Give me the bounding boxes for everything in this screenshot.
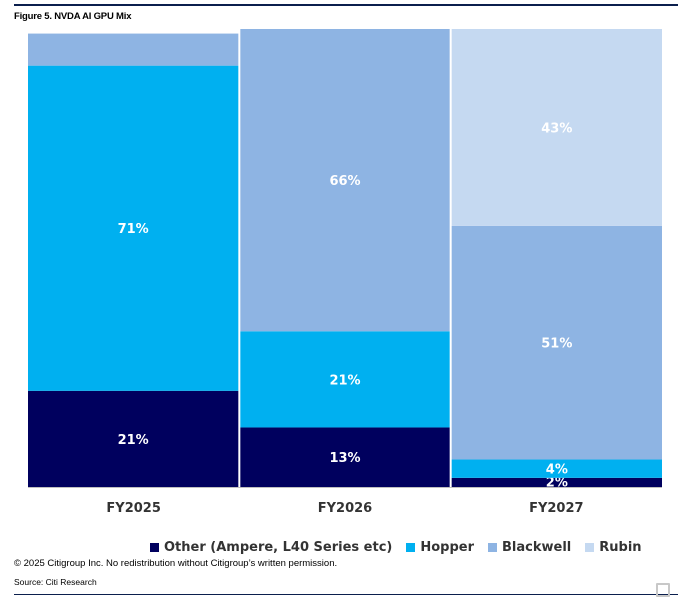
legend-label-rubin: Rubin [599,540,642,555]
bar-fy2027-hopper [451,459,662,478]
stacked-bar-chart: 21% 71% FY2025 13% 21% 66% FY2026 2%4% 51% 43% FY2… [28,29,662,516]
bottom-rule [14,594,678,595]
data-label-fy2026-hopper: 21% [329,373,360,388]
legend: Other (Ampere, L40 Series etc) Hopper Bl… [150,540,656,555]
data-label-fy2027-rubin: 43% [541,121,572,136]
legend-label-hopper: Hopper [420,540,475,555]
bar-fy2025-hopper [28,65,239,391]
legend-swatch-blackwell [488,543,498,552]
corner-logo-icon [656,583,670,597]
bar-fy2027-blackwell [451,225,662,460]
bar-fy2026-other [240,427,450,487]
x-tick-label-fy2026: FY2026 [318,501,372,516]
legend-swatch-hopper [406,543,416,552]
bar-fy2027-other [451,477,662,487]
data-label-fy2027-hopper: 4% [546,463,568,478]
legend-item-other: Other (Ampere, L40 Series etc) [150,540,392,555]
data-label-fy2027-other: 2% [546,475,568,490]
legend-item-hopper: Hopper [406,540,474,555]
data-label-fy2026-other: 13% [329,451,360,466]
data-label-fy2025-hopper: 71% [118,222,149,237]
data-label-fy2026-blackwell: 66% [329,174,360,189]
x-tick-label-fy2025: FY2025 [106,501,160,516]
bar-fy2026-hopper [240,331,450,428]
data-label-fy2025-other: 21% [118,433,149,448]
data-label-fy2027-blackwell: 51% [541,337,572,352]
x-tick-label-fy2027: FY2027 [529,501,583,516]
top-rule [14,4,678,6]
legend-item-blackwell: Blackwell [488,540,571,555]
bar-fy2027-rubin [451,29,662,226]
legend-label-blackwell: Blackwell [502,540,572,555]
legend-swatch-rubin [585,543,595,552]
bar-fy2026-blackwell [240,29,450,332]
copyright-text: © 2025 Citigroup Inc. No redistribution … [14,558,338,569]
bar-fy2025-blackwell [28,33,239,66]
legend-item-rubin: Rubin [585,540,642,555]
bar-fy2025-other [28,390,239,487]
legend-swatch-other [150,543,159,552]
legend-label-other: Other (Ampere, L40 Series etc) [164,540,393,555]
figure-title: Figure 5. NVDA AI GPU Mix [14,11,132,22]
source-text: Source: Citi Research [14,577,97,587]
